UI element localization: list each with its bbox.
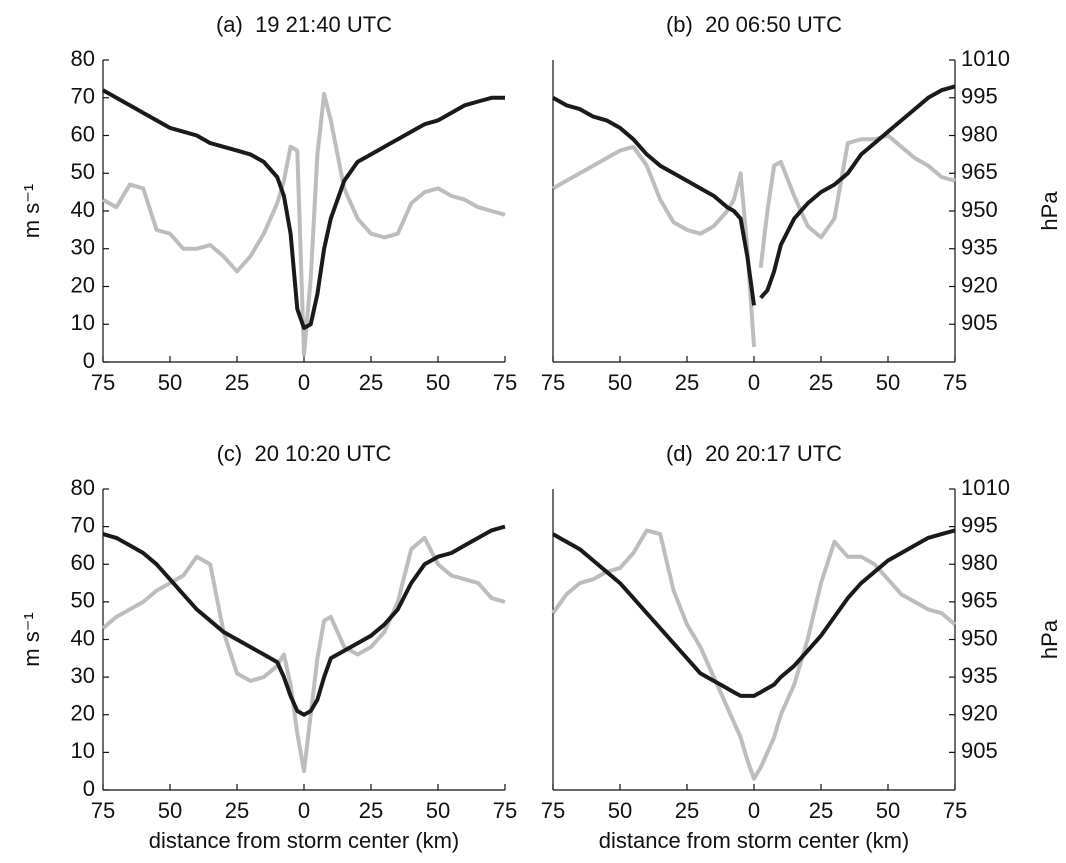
y-tick-label: 40	[71, 197, 95, 222]
y-tick-label: 30	[71, 663, 95, 688]
panel-title: (a) 19 21:40 UTC	[216, 12, 392, 37]
y-tick-label: 20	[71, 701, 95, 726]
x-tick-label: 0	[748, 798, 760, 823]
y-tick-label: 70	[71, 512, 95, 537]
x-tick-label: 75	[943, 370, 967, 395]
panel-title: (b) 20 06:50 UTC	[666, 12, 842, 37]
x-tick-label: 75	[493, 370, 517, 395]
y-tick-label: 30	[71, 235, 95, 260]
panel-title: (c) 20 10:20 UTC	[217, 441, 392, 466]
y-tick-label: 50	[71, 588, 95, 613]
data-line	[102, 524, 506, 717]
x-tick-label: 75	[541, 370, 565, 395]
x-tick-label: 25	[809, 798, 833, 823]
x-tick-label: 75	[91, 798, 115, 823]
x-tick-label: 0	[748, 370, 760, 395]
y2-tick-label: 965	[961, 159, 998, 184]
y2-tick-label: 950	[961, 625, 998, 650]
x-tick-label: 75	[91, 370, 115, 395]
x-tick-label: 25	[675, 370, 699, 395]
y2-tick-label: 1010	[961, 475, 1010, 500]
y2-tick-label: 935	[961, 663, 998, 688]
y2-tick-label: 935	[961, 235, 998, 260]
x-tick-label: 0	[298, 798, 310, 823]
x-axis-label: distance from storm center (km)	[149, 828, 460, 853]
x-tick-label: 25	[675, 798, 699, 823]
data-line	[102, 88, 505, 330]
x-tick-label: 75	[493, 798, 517, 823]
y-tick-label: 50	[71, 159, 95, 184]
data-line	[552, 133, 956, 348]
data-line	[101, 535, 506, 774]
y2-tick-label: 980	[961, 550, 998, 575]
y-axis-label: m s⁻¹	[19, 612, 44, 666]
y-tick-label: 0	[83, 348, 95, 373]
x-tick-label: 50	[876, 370, 900, 395]
x-tick-label: 50	[426, 370, 450, 395]
x-tick-label: 50	[608, 370, 632, 395]
y-tick-label: 10	[71, 310, 95, 335]
data-line	[552, 528, 956, 698]
y2-tick-label: 995	[961, 512, 998, 537]
y-axis-label: m s⁻¹	[19, 184, 44, 238]
y-tick-label: 20	[71, 272, 95, 297]
y2-tick-label: 965	[961, 588, 998, 613]
y-tick-label: 40	[71, 625, 95, 650]
data-line	[102, 92, 506, 357]
panel-title: (d) 20 20:17 UTC	[666, 441, 842, 466]
y-tick-label: 60	[71, 550, 95, 575]
data-line	[552, 84, 956, 306]
y2-axis-label: hPa	[1037, 191, 1062, 231]
y-tick-label: 80	[71, 475, 95, 500]
x-tick-label: 50	[426, 798, 450, 823]
x-tick-label: 50	[158, 798, 182, 823]
y2-tick-label: 920	[961, 272, 998, 297]
y2-tick-label: 1010	[961, 46, 1010, 71]
data-line	[551, 528, 957, 781]
x-tick-label: 25	[359, 798, 383, 823]
y2-tick-label: 905	[961, 738, 998, 763]
x-tick-label: 25	[225, 798, 249, 823]
y-tick-label: 60	[71, 121, 95, 146]
x-tick-label: 75	[943, 798, 967, 823]
y2-tick-label: 995	[961, 84, 998, 109]
y2-tick-label: 980	[961, 121, 998, 146]
x-axis-label: distance from storm center (km)	[599, 828, 910, 853]
x-tick-label: 25	[225, 370, 249, 395]
y2-tick-label: 905	[961, 310, 998, 335]
y2-axis-label: hPa	[1037, 619, 1062, 659]
x-tick-label: 50	[158, 370, 182, 395]
y2-tick-label: 950	[961, 197, 998, 222]
x-tick-label: 75	[541, 798, 565, 823]
y-tick-label: 80	[71, 46, 95, 71]
y-tick-label: 70	[71, 84, 95, 109]
x-tick-label: 0	[298, 370, 310, 395]
x-tick-label: 50	[608, 798, 632, 823]
y-tick-label: 0	[83, 776, 95, 801]
x-tick-label: 25	[809, 370, 833, 395]
y-tick-label: 10	[71, 738, 95, 763]
x-tick-label: 25	[359, 370, 383, 395]
x-tick-label: 50	[876, 798, 900, 823]
y2-tick-label: 920	[961, 701, 998, 726]
